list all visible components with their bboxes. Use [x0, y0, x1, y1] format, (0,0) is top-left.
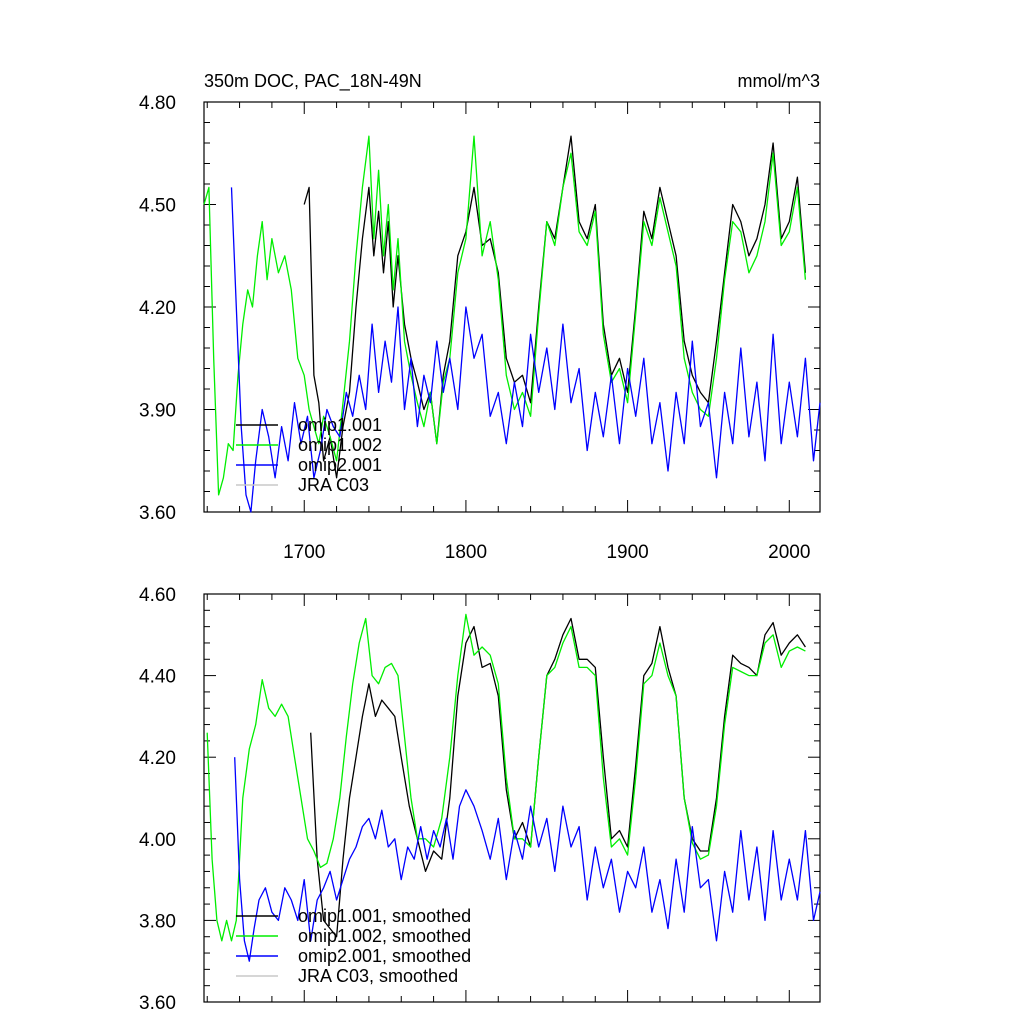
y-tick-label: 4.80 — [139, 93, 176, 114]
top-units: mmol/m^3 — [738, 71, 820, 91]
legend-label: omip1.001 — [298, 415, 382, 435]
y-tick-label: 3.90 — [139, 401, 176, 422]
top-panel: 350m DOC, PAC_18N-49N mmol/m^3 1700 1800 1… — [139, 71, 821, 563]
y-tick-label: 4.60 — [139, 585, 176, 606]
y-tick-label: 4.00 — [139, 830, 176, 851]
legend-label: JRA C03, smoothed — [298, 966, 458, 986]
y-tick-label: 4.40 — [139, 667, 176, 688]
y-tick-label: 4.50 — [139, 196, 176, 217]
top-title: 350m DOC, PAC_18N-49N — [204, 71, 422, 92]
bottom-panel: 3.60 3.80 4.00 4.20 4.40 4.60 omip1.001, smoot… — [139, 585, 821, 1014]
legend-label: JRA C03 — [298, 475, 369, 495]
y-tick-label: 3.80 — [139, 911, 176, 932]
x-tick-label: 1800 — [445, 542, 487, 563]
legend-label: omip1.002 — [298, 435, 382, 455]
series-line-omip1-002 — [203, 135, 807, 496]
y-tick-label: 3.60 — [139, 993, 176, 1014]
legend-label: omip1.001, smoothed — [298, 906, 471, 926]
series-line-omip2-001 — [230, 187, 821, 513]
y-tick-label: 4.20 — [139, 298, 176, 319]
y-tick-label: 4.20 — [139, 748, 176, 769]
x-tick-label: 1700 — [283, 542, 325, 563]
x-tick-label: 1900 — [606, 542, 648, 563]
plot-frame — [203, 593, 821, 1003]
x-tick-label: 2000 — [768, 542, 810, 563]
series-line-omip2-001-smoothed — [234, 757, 821, 962]
legend-label: omip2.001 — [298, 455, 382, 475]
legend-label: omip1.002, smoothed — [298, 926, 471, 946]
series-line-omip1-001 — [303, 135, 807, 479]
series-line-omip1-002-smoothed — [206, 613, 806, 942]
plot-frame — [203, 101, 821, 513]
series-line-omip1-001-smoothed — [310, 617, 806, 938]
legend-label: omip2.001, smoothed — [298, 946, 471, 966]
y-tick-label: 3.60 — [139, 503, 176, 524]
